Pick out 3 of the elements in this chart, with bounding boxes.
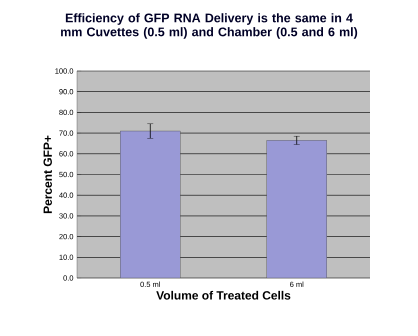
y-axis-title: Percent GFP+: [43, 136, 52, 214]
chart-title: Efficiency of GFP RNA Delivery is the same in 4 mm Cuvettes (0.5 ml) and Chamber (0.5 and 6 ml): [61, 13, 358, 39]
x-axis-title: Volume of Treated Cells: [156, 290, 290, 300]
